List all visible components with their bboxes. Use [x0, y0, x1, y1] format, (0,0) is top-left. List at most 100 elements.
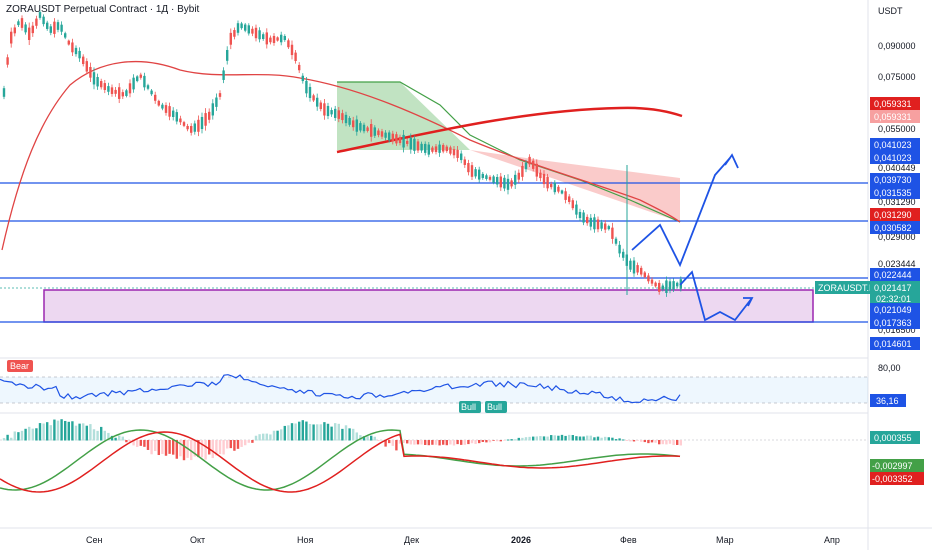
candle-body [71, 42, 74, 53]
candle-body [521, 165, 524, 177]
rsi-value-bg [870, 394, 906, 407]
price-badges: 0,059331 0,059331 0,041023 0,041023 0,03… [815, 97, 920, 350]
candle-body [546, 176, 549, 189]
macd-histogram-bar [452, 440, 456, 446]
macd-histogram-bar [269, 434, 272, 441]
price-badge: 0,059331 [874, 99, 912, 109]
macd-histogram-bar [467, 440, 470, 445]
price-badge: 0,031290 [874, 210, 912, 220]
candle-body [200, 116, 204, 130]
macd-histogram-bar [344, 425, 348, 441]
forecast-arrow-head [724, 153, 739, 169]
candle-body [661, 285, 664, 290]
candle-body [164, 105, 168, 113]
candle-body [492, 176, 495, 183]
macd-histogram-bar [114, 437, 117, 441]
candle-body [276, 37, 279, 41]
candle-body [467, 163, 470, 173]
macd-histogram-bar [67, 421, 70, 441]
candle-body [49, 26, 52, 33]
candle-body [553, 182, 556, 193]
macd-histogram-bar [416, 440, 420, 445]
macd-histogram-bar [398, 440, 402, 444]
candle-body [157, 100, 160, 106]
candle-body [204, 113, 207, 126]
candle-body [416, 141, 420, 151]
candle-body [60, 24, 63, 32]
macd-histogram-bar [622, 439, 625, 441]
macd-histogram-bar [431, 440, 434, 445]
macd-histogram-bar [323, 422, 326, 441]
macd-histogram-bar [13, 431, 16, 441]
bull-label-bg [459, 401, 481, 413]
candle-body [643, 272, 646, 278]
macd-histogram-bar [596, 436, 600, 441]
macd-histogram-bar [334, 423, 337, 441]
candle-body [593, 217, 596, 230]
candle-body [456, 149, 459, 158]
x-tick-label: Мар [716, 535, 734, 545]
macd-histogram-bar [661, 440, 664, 445]
badge-bg [870, 208, 920, 221]
macd-histogram-bar [409, 440, 412, 445]
candle-body [240, 23, 243, 29]
price-badge: 0,017363 [874, 318, 912, 328]
macd-histogram-bar [233, 440, 236, 451]
macd-histogram-bar [575, 436, 578, 441]
candle-body [107, 86, 110, 92]
candle-body [668, 281, 672, 291]
rsi-line [0, 374, 681, 404]
candle-body [568, 196, 571, 202]
macd-histogram-bar [406, 440, 409, 444]
macd-histogram-bar [391, 440, 394, 446]
y-tick-label: 0,055000 [878, 124, 916, 134]
x-tick-label: Окт [190, 535, 205, 545]
candle-body [629, 260, 632, 270]
macd-histogram-bar [136, 440, 139, 447]
macd-histogram-bar [442, 440, 445, 445]
macd-histogram-bar [535, 436, 538, 441]
candle-body [539, 172, 542, 179]
macd-histogram-bar [355, 432, 358, 441]
bear-label-bg [7, 360, 33, 372]
macd-histogram-bar [478, 440, 481, 444]
candle-body [650, 279, 654, 284]
price-badge: 0,022444 [874, 270, 912, 280]
macd-histogram-bar [499, 440, 502, 442]
candle-body [78, 50, 81, 59]
macd-histogram-bar [607, 437, 610, 441]
candle-body [154, 94, 157, 101]
macd-histogram-bar [132, 440, 135, 446]
candle-body [460, 153, 463, 161]
candle-body [233, 30, 236, 37]
macd-histogram-bar [330, 426, 333, 441]
symbol-tag-bg [815, 281, 871, 294]
macd-histogram-bar [434, 440, 438, 445]
price-badge: 0,014601 [874, 339, 912, 349]
currency-label[interactable]: USDT [878, 6, 903, 16]
candle-body [618, 244, 621, 254]
macd-line-bg [870, 459, 924, 472]
forecast-arrow-head [743, 297, 754, 307]
candle-body [89, 67, 92, 78]
badge-bg [870, 110, 920, 123]
macd-histogram-bar [17, 432, 20, 441]
candle-body [251, 28, 254, 34]
candle-body [488, 176, 492, 180]
badge-bg [870, 303, 920, 316]
macd-histogram-bar [244, 440, 247, 446]
macd-histogram-bar [589, 435, 592, 441]
candle-body [424, 143, 427, 153]
candle-body [74, 47, 78, 55]
x-tick-label: Сен [86, 535, 103, 545]
candle-body [420, 143, 423, 151]
candle-body [175, 112, 178, 122]
macd-histogram-bar [172, 440, 175, 455]
candle-body [355, 119, 358, 132]
badge-bg [870, 138, 920, 151]
macd-histogram-bar [125, 440, 128, 443]
macd-histogram-bar [474, 440, 477, 444]
macd-line [0, 429, 681, 491]
candle-body [85, 61, 88, 72]
